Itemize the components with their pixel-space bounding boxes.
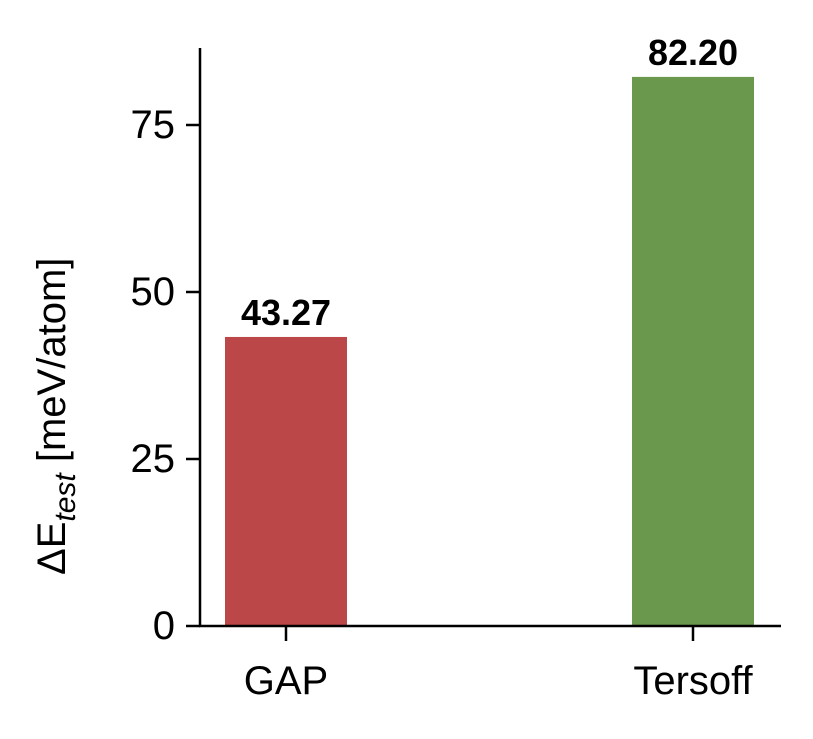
x-tick-label: Tersoff — [633, 659, 753, 703]
bar-tersoff — [632, 76, 754, 627]
x-tick-label: GAP — [243, 659, 329, 703]
y-tick-label: 25 — [130, 437, 176, 481]
y-label-subscript: test — [49, 473, 82, 522]
bar-value-label: 43.27 — [240, 291, 332, 333]
y-label-unit: [meV/atom] — [30, 257, 74, 474]
y-axis-ticks — [186, 123, 200, 628]
y-axis-label: ΔEtest [meV/atom] — [30, 257, 82, 575]
y-label-main: ΔE — [30, 521, 74, 575]
bar-value-label: 82.20 — [647, 31, 739, 73]
bar-gap — [225, 336, 347, 626]
x-axis-ticks — [284, 626, 695, 641]
y-tick-label: 0 — [152, 604, 175, 648]
y-tick-label: 75 — [130, 103, 176, 147]
y-tick-label: 50 — [130, 270, 176, 314]
